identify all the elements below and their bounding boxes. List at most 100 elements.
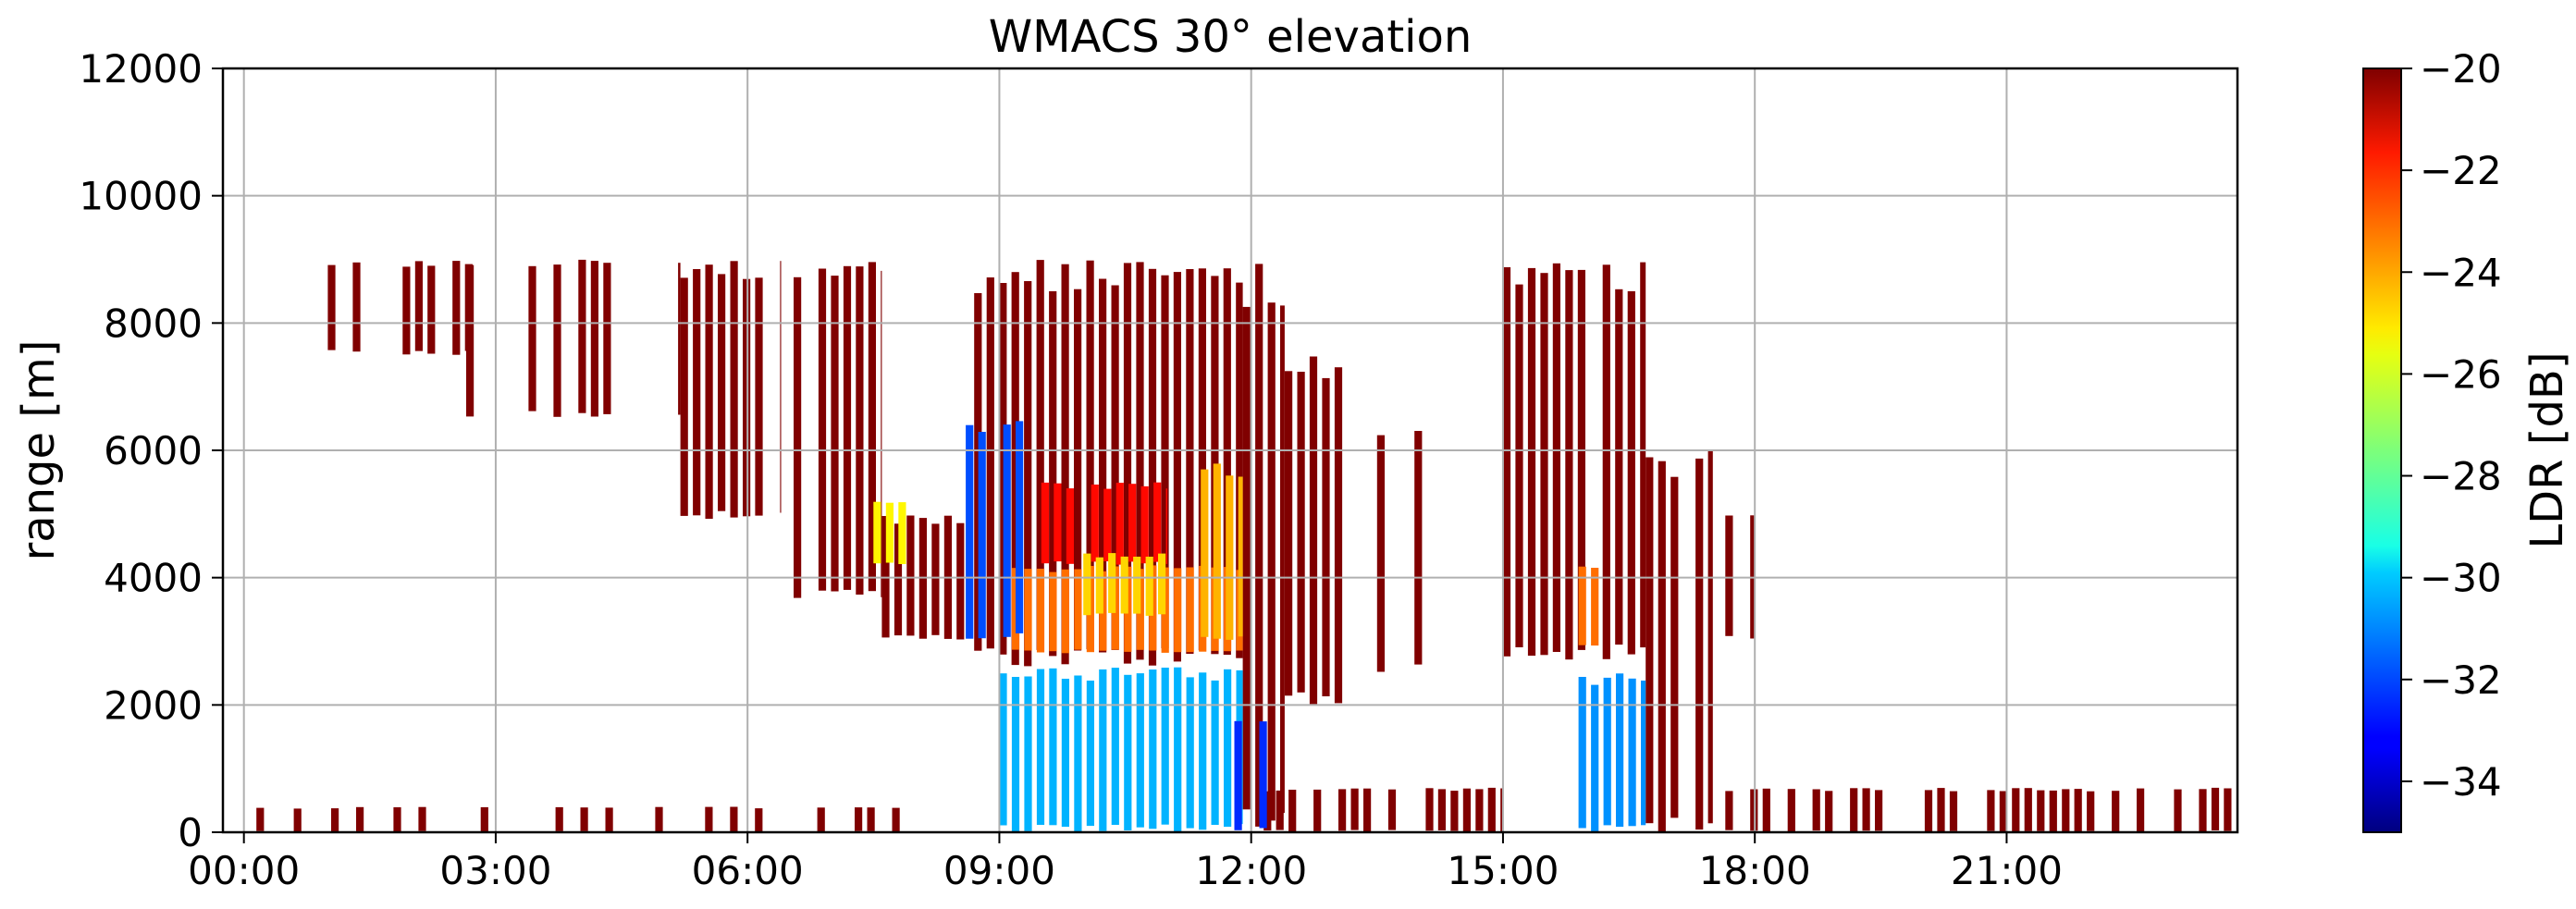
heatmap-cell	[1949, 791, 1958, 831]
heatmap-cell	[1285, 371, 1293, 696]
heatmap-cell	[1628, 678, 1636, 827]
heatmap-cell	[331, 808, 339, 832]
heatmap-cell	[1091, 485, 1099, 562]
heatmap-cell	[414, 261, 423, 351]
colorbar-tick-label: −32	[2420, 657, 2502, 703]
heatmap-cell	[831, 276, 839, 592]
heatmap-cell	[1725, 515, 1733, 636]
colorbar-tick-label: −24	[2420, 250, 2502, 295]
heatmap-cell	[1276, 790, 1284, 830]
heatmap-cell	[1099, 669, 1107, 831]
heatmap-cell	[1387, 789, 1397, 830]
heatmap-cell	[956, 522, 965, 640]
colorbar-tick-label: −30	[2420, 556, 2502, 601]
heatmap-cell	[1024, 676, 1032, 831]
heatmap-cell	[1161, 275, 1169, 649]
y-tick-label: 10000	[79, 174, 203, 219]
heatmap-cell	[818, 268, 827, 591]
heatmap-cell	[931, 523, 940, 635]
heatmap-cell	[743, 278, 751, 517]
heatmap-cell	[2211, 787, 2220, 830]
heatmap-cell	[1313, 789, 1322, 831]
heatmap-cell	[1515, 284, 1523, 647]
heatmap-cell	[1591, 568, 1599, 646]
chart-title: WMACS 30° elevation	[989, 11, 1473, 63]
heatmap-cell	[1540, 273, 1548, 656]
heatmap-cell	[1527, 267, 1536, 657]
heatmap-cell	[718, 274, 726, 511]
heatmap-cell	[1236, 282, 1243, 658]
colorbar-tick-label: −26	[2420, 351, 2502, 397]
heatmap-cell	[655, 806, 663, 832]
heatmap-cell	[1297, 372, 1305, 693]
heatmap-cell	[466, 264, 475, 417]
heatmap-cell	[402, 266, 411, 355]
heatmap-cell	[1049, 290, 1057, 657]
heatmap-cell	[553, 264, 561, 417]
heatmap-cell	[1255, 264, 1263, 827]
heatmap-cell	[1173, 272, 1181, 662]
heatmap-cell	[1024, 281, 1032, 667]
heatmap-cell	[1061, 679, 1069, 828]
heatmap-cell	[1223, 268, 1231, 656]
heatmap-cell	[2037, 790, 2045, 831]
heatmap-cell	[1578, 566, 1586, 645]
heatmap-cell	[680, 277, 688, 516]
heatmap-cell	[352, 262, 361, 352]
heatmap-cell	[1165, 488, 1167, 564]
heatmap-cell	[1041, 482, 1049, 564]
heatmap-cell	[705, 264, 713, 519]
heatmap-cell	[856, 266, 864, 595]
heatmap-cell	[1603, 677, 1611, 826]
heatmap-cell	[356, 806, 364, 831]
heatmap-cell	[1103, 488, 1112, 561]
heatmap-cell	[1762, 788, 1770, 832]
heatmap-cell	[578, 259, 586, 413]
heatmap-cell	[1128, 484, 1137, 562]
heatmap-cell	[1226, 475, 1234, 640]
heatmap-cell	[1602, 264, 1610, 659]
heatmap-cell	[327, 264, 336, 350]
heatmap-cell	[1095, 557, 1103, 614]
heatmap-cell	[1475, 789, 1484, 831]
heatmap-cell	[1061, 264, 1069, 665]
colorbar	[2362, 68, 2402, 833]
heatmap-cell	[1462, 788, 1471, 832]
heatmap-cell	[894, 523, 903, 636]
heatmap-cell	[1565, 270, 1573, 660]
heatmap-cell	[1552, 263, 1560, 652]
y-axis-label: range [m]	[13, 339, 65, 560]
heatmap-cell	[580, 807, 588, 831]
heatmap-cell	[974, 293, 982, 651]
heatmap-cell	[2112, 791, 2120, 832]
heatmap-cell	[1066, 488, 1074, 564]
heatmap-cell	[868, 262, 876, 592]
heatmap-cell	[480, 806, 488, 832]
heatmap-cell	[885, 502, 894, 563]
y-axis: 0 2000 4000 6000 8000 10000 12000	[79, 46, 223, 855]
heatmap-cell	[843, 265, 852, 590]
heatmap-cell	[1161, 668, 1169, 825]
heatmap-cell	[898, 502, 906, 564]
heatmap-cell	[1011, 272, 1019, 666]
heatmap-cell	[393, 807, 401, 831]
heatmap-cell	[1140, 485, 1149, 564]
heatmap-cell	[1334, 367, 1343, 704]
heatmap-cell	[1120, 556, 1128, 614]
heatmap-cell	[1615, 289, 1623, 645]
heatmap-cell	[999, 673, 1007, 826]
heatmap-cell	[1363, 788, 1372, 832]
heatmap-cell	[1036, 260, 1044, 650]
heatmap-cell	[1502, 267, 1511, 657]
heatmap-cell	[528, 265, 536, 412]
heatmap-cell	[1414, 431, 1423, 665]
heatmap-cell	[1695, 458, 1704, 830]
heatmap-cell	[1036, 669, 1045, 825]
heatmap-cell	[1376, 435, 1385, 672]
heatmap-cell	[1322, 377, 1330, 696]
heatmap-cell	[1061, 569, 1069, 654]
heatmap-cell	[1263, 791, 1272, 831]
heatmap-cell	[1338, 789, 1347, 831]
heatmap-cell	[730, 261, 738, 518]
heatmap-cell	[555, 806, 563, 831]
